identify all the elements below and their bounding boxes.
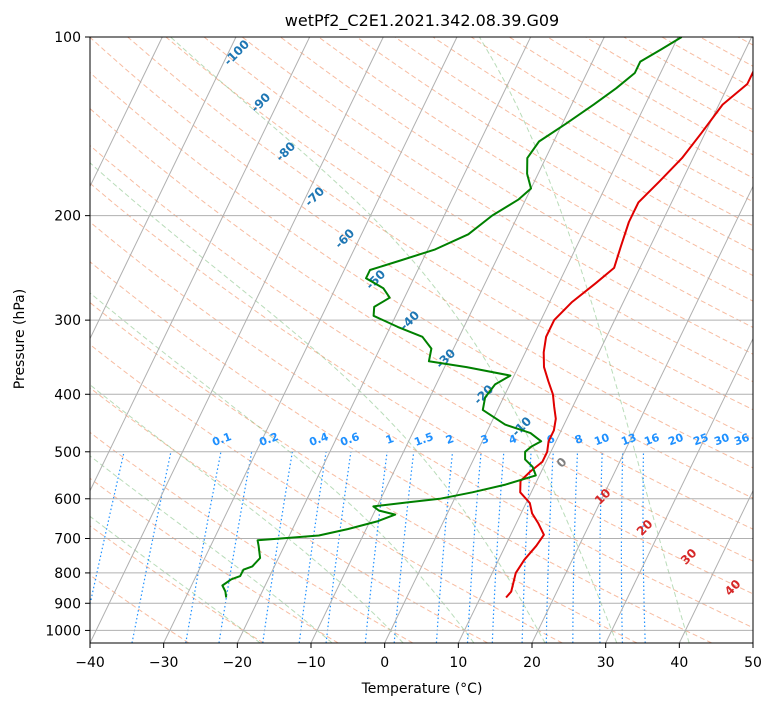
y-tick-label: 100 bbox=[54, 30, 81, 46]
mixing-ratio-line bbox=[492, 452, 504, 643]
moist-adiabat bbox=[171, 37, 617, 643]
y-tick-label: 900 bbox=[54, 596, 81, 612]
dry-adiabat bbox=[319, 37, 775, 643]
dry-adiabat bbox=[738, 37, 775, 643]
mixing-ratio-label: 13 bbox=[619, 431, 638, 448]
y-tick-label: 400 bbox=[54, 387, 81, 403]
x-axis-label: Temperature (°C) bbox=[361, 681, 483, 697]
chart-title: wetPf2_C2E1.2021.342.08.39.G09 bbox=[285, 11, 559, 31]
moist-adiabat-label: 0 bbox=[554, 455, 570, 471]
dry-adiabat bbox=[0, 37, 637, 643]
mixing-ratio-label: 1 bbox=[384, 432, 396, 447]
dry-adiabat bbox=[586, 37, 775, 643]
dry-adiabat bbox=[0, 37, 338, 643]
mixing-ratio-label: 36 bbox=[732, 431, 751, 449]
dewpoint-profile bbox=[222, 37, 681, 598]
mixing-ratio-label: 0.4 bbox=[307, 430, 330, 449]
moist-adiabat bbox=[0, 37, 260, 643]
isotherm-label: -90 bbox=[248, 90, 273, 115]
mixing-ratio-line bbox=[82, 452, 124, 643]
x-tick-label: −20 bbox=[223, 655, 253, 671]
mixing-ratio-label: 0.6 bbox=[338, 430, 361, 449]
isotherm-line bbox=[164, 37, 457, 643]
plot-frame bbox=[90, 37, 753, 643]
isotherm-line bbox=[16, 37, 309, 643]
mixing-ratio-line bbox=[468, 452, 482, 643]
dry-adiabat bbox=[128, 37, 775, 643]
x-tick-label: 10 bbox=[449, 655, 467, 671]
mixing-ratio-label: 16 bbox=[642, 431, 661, 449]
isotherm-label: -80 bbox=[273, 139, 298, 164]
dry-adiabat bbox=[471, 37, 775, 643]
mixing-ratio-label: 0.2 bbox=[257, 430, 280, 449]
mixing-ratio-label: 0.1 bbox=[210, 430, 233, 449]
dry-adiabat bbox=[395, 37, 775, 643]
mixing-ratio-label: 1.5 bbox=[412, 430, 435, 449]
profiles bbox=[222, 37, 765, 598]
x-tick-label: 50 bbox=[744, 655, 762, 671]
y-tick-label: 300 bbox=[54, 313, 81, 329]
grid bbox=[0, 37, 775, 643]
mixing-ratio-line bbox=[132, 452, 171, 643]
moist-adiabat-label: 40 bbox=[722, 577, 744, 599]
mixing-ratio-line bbox=[219, 452, 252, 643]
isotherm-label: -30 bbox=[433, 346, 458, 371]
x-tick-label: 20 bbox=[523, 655, 541, 671]
mixing-ratio-line bbox=[436, 452, 452, 643]
dry-adiabat bbox=[0, 37, 775, 643]
mixing-ratio-label: 2 bbox=[444, 432, 456, 447]
mixing-ratio-label: 30 bbox=[712, 431, 731, 449]
mixing-ratio-label: 10 bbox=[592, 431, 611, 449]
mixing-ratio-line bbox=[573, 452, 578, 643]
isotherm-line bbox=[753, 37, 775, 643]
x-tick-label: 0 bbox=[380, 655, 389, 671]
dry-adiabat bbox=[0, 37, 488, 643]
y-tick-label: 800 bbox=[54, 566, 81, 582]
y-tick-label: 500 bbox=[54, 445, 81, 461]
mixing-ratio-line bbox=[299, 452, 326, 643]
isotherm-label: -40 bbox=[397, 308, 422, 333]
temperature-profile bbox=[506, 37, 765, 598]
mixing-ratio-line bbox=[546, 452, 553, 643]
isotherm-label: -70 bbox=[302, 184, 327, 209]
x-tick-label: 30 bbox=[597, 655, 615, 671]
y-axis-label: Pressure (hPa) bbox=[12, 289, 28, 389]
moist-adiabat bbox=[0, 37, 332, 643]
mixing-ratio-line bbox=[621, 452, 622, 643]
dry-adiabat bbox=[700, 37, 775, 643]
mixing-ratio-line bbox=[600, 452, 603, 643]
x-tick-label: −10 bbox=[296, 655, 326, 671]
dry-adiabat bbox=[0, 37, 775, 643]
x-tick-label: −40 bbox=[75, 655, 105, 671]
dry-adiabat bbox=[0, 37, 264, 643]
moist-adiabat-label: 10 bbox=[592, 486, 614, 508]
mixing-ratio-label: 8 bbox=[573, 432, 585, 447]
dry-adiabat bbox=[0, 37, 775, 643]
isotherm-line bbox=[532, 37, 775, 643]
y-tick-label: 1000 bbox=[45, 623, 81, 639]
x-tick-label: −30 bbox=[149, 655, 179, 671]
y-tick-label: 200 bbox=[54, 209, 81, 225]
moist-adiabat-label: 30 bbox=[678, 546, 700, 568]
mixing-ratio-line bbox=[365, 452, 387, 643]
x-tick-label: 40 bbox=[670, 655, 688, 671]
background-lines bbox=[0, 37, 775, 643]
isotherm-line bbox=[90, 37, 383, 643]
y-tick-label: 600 bbox=[54, 492, 81, 508]
y-tick-label: 700 bbox=[54, 532, 81, 548]
mixing-ratio-line bbox=[263, 452, 293, 643]
dry-adiabat bbox=[357, 37, 775, 643]
dry-adiabat bbox=[0, 37, 189, 643]
isotherm-line bbox=[458, 37, 751, 643]
mixing-ratio-line bbox=[186, 452, 221, 643]
moist-adiabat-label: 20 bbox=[634, 517, 656, 539]
mixing-ratio-line bbox=[326, 452, 351, 643]
